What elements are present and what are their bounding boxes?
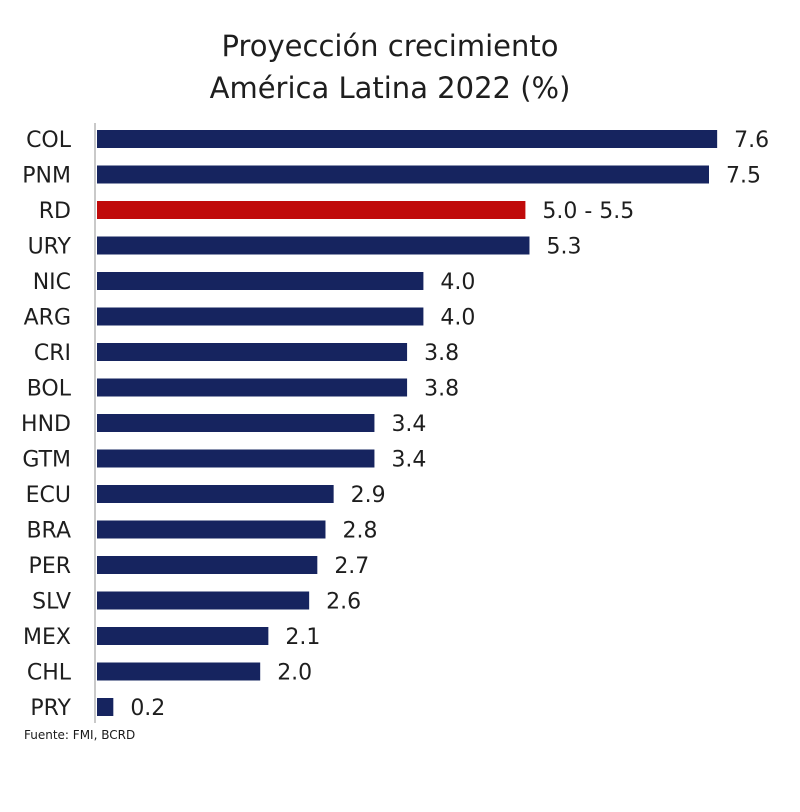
value-label-mex: 2.1	[285, 625, 320, 650]
category-label-bol: BOL	[27, 377, 72, 402]
category-label-per: PER	[29, 554, 71, 579]
category-label-col: COL	[26, 128, 72, 153]
bar-rd	[97, 201, 526, 219]
category-label-nic: NIC	[33, 270, 71, 295]
value-label-rd: 5.0 - 5.5	[542, 199, 634, 224]
value-label-nic: 4.0	[440, 270, 475, 295]
chart-title-line-2: América Latina 2022 (%)	[209, 71, 571, 105]
chart-title-line-1: Proyección crecimiento	[221, 29, 559, 63]
value-label-pnm: 7.5	[726, 164, 761, 189]
category-label-arg: ARG	[24, 306, 71, 331]
bar-arg	[97, 307, 424, 326]
bar-bra	[97, 520, 326, 539]
value-label-hnd: 3.4	[391, 412, 426, 437]
category-label-slv: SLV	[32, 590, 71, 615]
bar-cri	[97, 343, 408, 361]
bar-pnm	[97, 165, 709, 184]
category-label-cri: CRI	[34, 341, 71, 366]
value-label-slv: 2.6	[326, 590, 361, 615]
source-note: Fuente: FMI, BCRD	[24, 728, 136, 742]
bar-per	[97, 556, 318, 574]
bar-col	[97, 130, 718, 148]
bar-gtm	[97, 449, 375, 468]
value-label-chl: 2.0	[277, 661, 312, 686]
category-label-hnd: HND	[21, 412, 71, 437]
category-label-chl: CHL	[27, 661, 72, 686]
category-label-mex: MEX	[23, 625, 71, 650]
bar-chl	[97, 662, 261, 681]
bar-pry	[97, 698, 114, 716]
value-label-cri: 3.8	[424, 341, 459, 366]
category-label-pry: PRY	[30, 696, 71, 721]
value-label-pry: 0.2	[130, 696, 165, 721]
bars-group: COL 7.6 PNM 7.5 RD 5.0 - 5.5 URY 5.3 NIC 4.0 ARG 4.…	[21, 128, 769, 721]
bar-ury	[97, 236, 530, 255]
category-label-pnm: PNM	[22, 164, 71, 189]
category-label-rd: RD	[39, 199, 71, 224]
bar-nic	[97, 272, 424, 290]
value-label-ury: 5.3	[546, 235, 581, 260]
bar-ecu	[97, 485, 334, 503]
category-label-ury: URY	[28, 235, 72, 260]
value-label-gtm: 3.4	[391, 448, 426, 473]
value-label-ecu: 2.9	[351, 483, 386, 508]
bar-bol	[97, 378, 408, 397]
value-label-arg: 4.0	[440, 306, 475, 331]
value-label-per: 2.7	[334, 554, 369, 579]
value-label-bra: 2.8	[342, 519, 377, 544]
bar-slv	[97, 591, 310, 610]
bar-hnd	[97, 414, 375, 432]
category-label-bra: BRA	[26, 519, 71, 544]
category-label-gtm: GTM	[22, 448, 71, 473]
value-label-bol: 3.8	[424, 377, 459, 402]
category-label-ecu: ECU	[26, 483, 71, 508]
bar-mex	[97, 627, 269, 645]
value-label-col: 7.6	[734, 128, 769, 153]
